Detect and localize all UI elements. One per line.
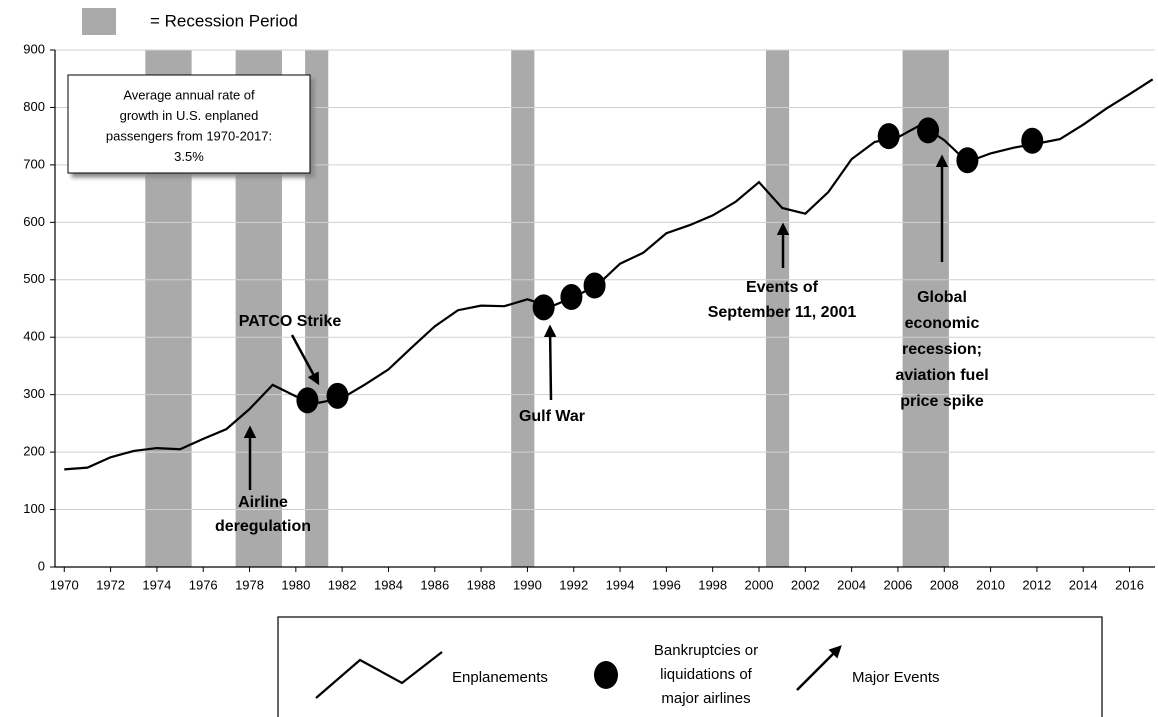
x-tick-label: 2002 [791, 577, 820, 592]
legend-arrow-icon [796, 645, 842, 691]
x-tick-label: 1980 [281, 577, 310, 592]
annotation-text: Airline [238, 494, 288, 511]
x-tick-label: 1986 [420, 577, 449, 592]
y-tick-label: 300 [23, 386, 45, 401]
event-arrow [543, 324, 557, 401]
legend-text: Enplanements [452, 669, 548, 686]
y-tick-label: 500 [23, 271, 45, 286]
x-tick-label: 1994 [606, 577, 635, 592]
bankruptcy-dot [560, 284, 583, 311]
bankruptcy-dot [532, 294, 555, 321]
annotation-text: Events of [746, 279, 819, 296]
y-tick-label: 900 [23, 41, 45, 56]
note-box [67, 74, 311, 174]
legend-box [277, 616, 1103, 717]
x-tick-label: 1996 [652, 577, 681, 592]
note-text: 3.5% [174, 149, 204, 164]
note-text: passengers from 1970-2017: [106, 128, 272, 143]
x-tick-label: 1982 [328, 577, 357, 592]
annotation-text: price spike [900, 393, 984, 410]
bankruptcy-dot [326, 382, 349, 409]
legend-text: Major Events [852, 669, 940, 686]
annotation-text: Gulf War [519, 408, 585, 425]
x-tick-label: 2006 [883, 577, 912, 592]
recession-band [305, 50, 329, 567]
x-tick-label: 2012 [1022, 577, 1051, 592]
x-tick-label: 2000 [745, 577, 774, 592]
x-tick-label: 1970 [50, 577, 79, 592]
annotation-text: PATCO Strike [239, 313, 342, 330]
bankruptcy-dot [583, 272, 606, 299]
recession-band [511, 50, 535, 567]
bankruptcy-dot [917, 117, 940, 144]
x-tick-label: 1992 [559, 577, 588, 592]
x-tick-label: 1990 [513, 577, 542, 592]
annotation-text: Global [917, 289, 967, 306]
recession-legend-swatch [82, 8, 116, 35]
y-tick-label: 700 [23, 156, 45, 171]
legend-dot-icon [594, 661, 618, 689]
annotation-text: aviation fuel [895, 367, 988, 384]
bankruptcy-dot [877, 123, 900, 150]
bankruptcy-dot [956, 147, 979, 174]
x-tick-label: 2010 [976, 577, 1005, 592]
y-tick-label: 0 [38, 558, 45, 573]
y-tick-label: 800 [23, 99, 45, 114]
x-tick-label: 1978 [235, 577, 264, 592]
y-tick-label: 200 [23, 444, 45, 459]
bankruptcy-dot [1021, 127, 1044, 154]
x-tick-label: 1998 [698, 577, 727, 592]
legend-text: Bankruptcies or [654, 642, 758, 659]
x-tick-label: 2014 [1069, 577, 1098, 592]
x-tick-label: 2016 [1115, 577, 1144, 592]
y-tick-label: 400 [23, 329, 45, 344]
x-tick-label: 1988 [467, 577, 496, 592]
x-tick-label: 2008 [930, 577, 959, 592]
y-tick-label: 100 [23, 501, 45, 516]
annotation-text: recession; [902, 341, 982, 358]
note-text: growth in U.S. enplaned [120, 108, 259, 123]
event-arrow [290, 334, 320, 386]
x-tick-label: 1974 [142, 577, 171, 592]
legend-text: liquidations of [660, 666, 753, 683]
legend-text: major airlines [661, 690, 750, 707]
legend-line-icon [315, 651, 443, 699]
annotation-text: deregulation [215, 518, 311, 535]
note-text: Average annual rate of [123, 87, 255, 102]
annotation-text: September 11, 2001 [708, 304, 857, 321]
y-tick-label: 600 [23, 214, 45, 229]
x-tick-label: 2004 [837, 577, 866, 592]
recession-legend-text: = Recession Period [150, 11, 298, 30]
recession-band [765, 50, 790, 567]
x-tick-label: 1976 [189, 577, 218, 592]
x-tick-label: 1972 [96, 577, 125, 592]
x-tick-label: 1984 [374, 577, 403, 592]
bankruptcy-dot [296, 387, 319, 414]
foreground-layer: 0 100 200 300 400 500 600 700 800 900 1970 1972 1974… [23, 8, 1155, 717]
annotation-text: economic [905, 315, 980, 332]
